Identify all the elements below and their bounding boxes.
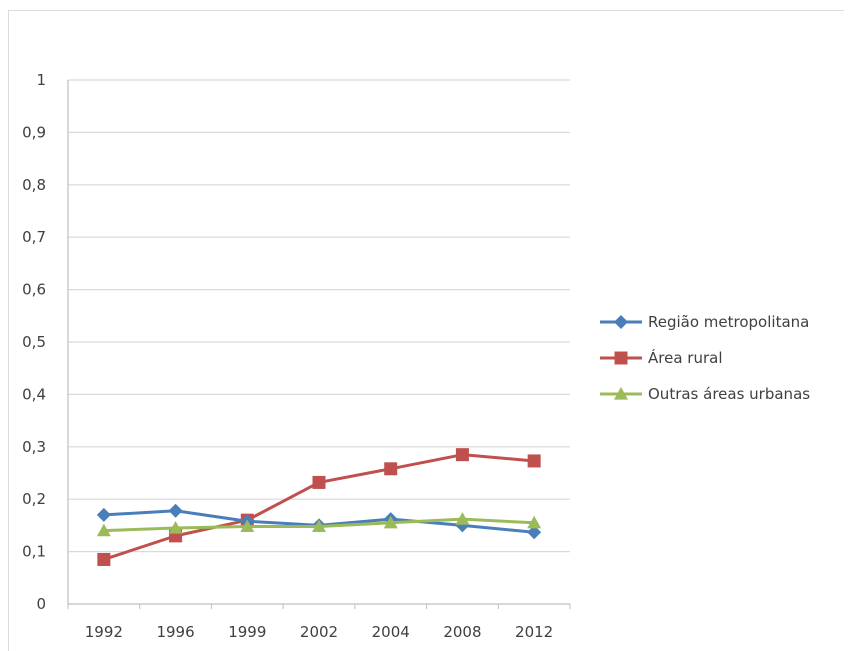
legend-marker (614, 387, 628, 400)
y-tick-label: 0,1 (22, 543, 46, 561)
data-point (527, 515, 542, 529)
data-point (312, 519, 326, 533)
x-tick-label: 1999 (228, 623, 266, 641)
data-point (383, 515, 398, 529)
legend-label: Área rural (648, 348, 723, 367)
data-point (455, 448, 469, 462)
x-tick-label: 2012 (515, 623, 553, 641)
frame-left-border (8, 10, 9, 651)
data-point (97, 552, 111, 566)
data-point (527, 525, 542, 540)
y-tick-label: 0,6 (22, 281, 46, 299)
data-point (96, 507, 111, 522)
frame-top-border (8, 10, 844, 11)
x-tick-label: 2004 (372, 623, 410, 641)
y-tick-label: 0,7 (22, 228, 46, 246)
legend-label: Outras áreas urbanas (648, 385, 810, 403)
y-tick-label: 1 (36, 71, 46, 89)
x-tick-label: 2002 (300, 623, 338, 641)
y-tick-label: 0,8 (22, 176, 46, 194)
legend-marker (614, 351, 628, 365)
y-tick-label: 0,4 (22, 385, 46, 403)
y-tick-label: 0,2 (22, 490, 46, 508)
data-point (455, 512, 470, 525)
legend-label: Região metropolitana (648, 313, 809, 331)
y-tick-label: 0,9 (22, 123, 46, 141)
data-point (312, 475, 326, 489)
x-tick-label: 1992 (85, 623, 123, 641)
data-point (527, 454, 541, 468)
x-tick-label: 1996 (156, 623, 194, 641)
series-line (103, 453, 535, 561)
data-point (384, 462, 398, 476)
data-point (96, 523, 111, 537)
data-point (168, 503, 183, 518)
y-tick-label: 0 (36, 595, 46, 613)
y-tick-label: 0,3 (22, 438, 46, 456)
x-tick-label: 2008 (443, 623, 481, 641)
data-point (168, 521, 183, 534)
legend-marker (614, 315, 628, 329)
data-point (240, 519, 255, 533)
y-tick-label: 0,5 (22, 333, 46, 351)
